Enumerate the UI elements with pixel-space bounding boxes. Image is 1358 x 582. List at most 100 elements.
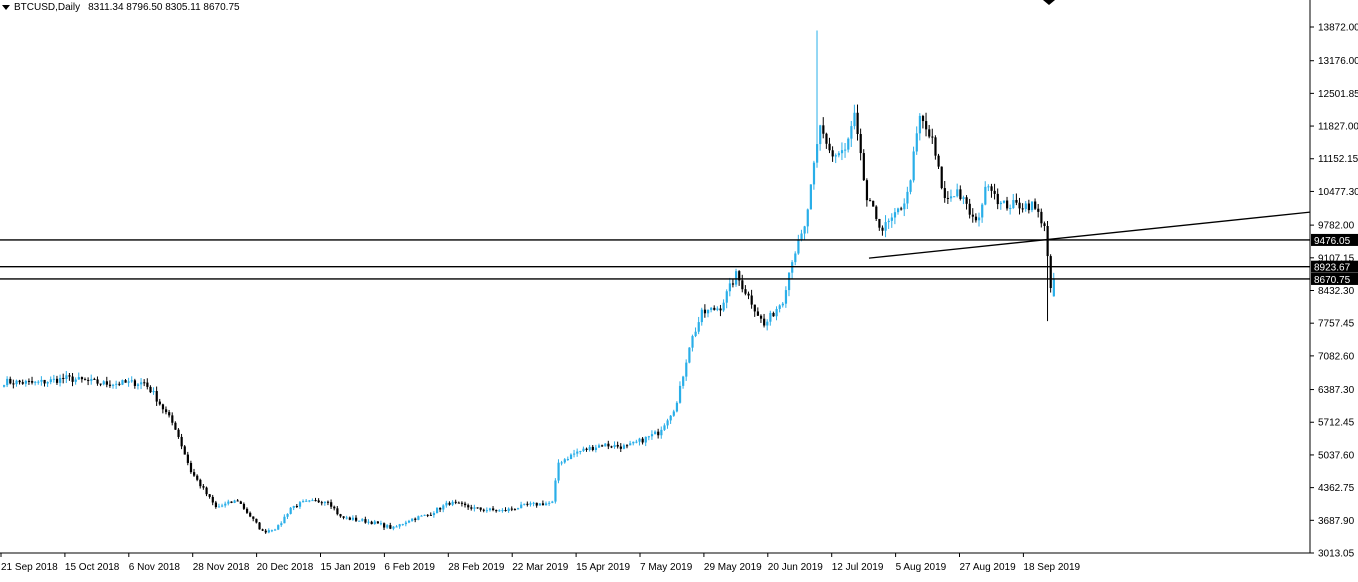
candle-body	[102, 381, 105, 385]
candle	[383, 522, 386, 531]
candle	[803, 225, 806, 241]
candle-body	[404, 522, 408, 525]
candle	[193, 468, 196, 477]
candle	[725, 289, 728, 309]
candle-body	[825, 133, 828, 144]
candle	[1043, 221, 1046, 232]
candle	[168, 409, 171, 418]
candle	[601, 444, 604, 448]
y-tick-label: 6387.30	[1318, 385, 1355, 396]
candle-body	[706, 309, 710, 314]
candle-body	[937, 155, 940, 167]
candle	[333, 505, 336, 511]
candle-body	[703, 309, 707, 314]
candle	[261, 528, 264, 532]
x-tick-label: 7 May 2019	[640, 562, 693, 573]
candle-body	[981, 204, 984, 218]
candle-body	[953, 196, 956, 198]
candle-body	[1046, 226, 1049, 257]
candle	[311, 498, 314, 502]
candle-body	[638, 438, 641, 442]
candle-body	[40, 379, 43, 382]
candle	[744, 285, 747, 296]
candle	[1012, 193, 1015, 210]
candle-body	[675, 402, 679, 412]
candle-body	[897, 208, 900, 213]
candle	[217, 503, 221, 508]
candle	[90, 374, 93, 385]
candle	[1018, 197, 1021, 215]
price-level-label: 8923.67	[1314, 263, 1351, 274]
candle-body	[812, 162, 816, 185]
candle	[323, 501, 327, 506]
candle	[314, 497, 317, 502]
candle	[538, 503, 541, 506]
candle	[666, 418, 669, 429]
candle-body	[763, 318, 766, 326]
candle	[199, 478, 202, 489]
candle	[9, 376, 12, 385]
candles-layer	[3, 30, 1055, 534]
candle-body	[925, 121, 928, 130]
y-tick-label: 11827.00	[1318, 122, 1358, 133]
candle-body	[878, 218, 881, 228]
candle-body	[526, 503, 529, 505]
candle	[990, 183, 993, 198]
candle	[27, 378, 31, 385]
candle	[928, 124, 931, 139]
candle	[632, 441, 635, 446]
candle	[177, 428, 180, 439]
candle	[526, 501, 529, 507]
candle-body	[647, 436, 651, 438]
candle	[1009, 204, 1012, 215]
candle	[968, 198, 971, 219]
candle-body	[778, 305, 781, 309]
y-tick-label: 4362.75	[1318, 483, 1355, 494]
candle	[339, 513, 342, 518]
candle	[1027, 199, 1031, 214]
candle	[152, 387, 155, 395]
candle	[685, 359, 688, 381]
candle-body	[921, 115, 925, 122]
candle	[40, 376, 43, 386]
candle	[516, 507, 520, 510]
candle-body	[124, 380, 127, 383]
candle-body	[358, 520, 361, 522]
candle-body	[859, 134, 862, 154]
candle-body	[289, 507, 292, 514]
candle	[364, 516, 367, 524]
candle-body	[277, 525, 280, 530]
candle-body	[112, 384, 115, 386]
candle-body	[691, 336, 694, 348]
candle-body	[504, 510, 507, 512]
candle	[239, 500, 242, 504]
candle	[940, 166, 943, 190]
candle-body	[828, 143, 831, 151]
candle	[682, 375, 685, 389]
candle-body	[485, 510, 489, 512]
candle-body	[850, 126, 853, 139]
candle-body	[794, 253, 797, 263]
candle-body	[46, 382, 49, 384]
candle-body	[43, 379, 46, 384]
candle	[108, 380, 112, 388]
candle	[127, 377, 130, 387]
candle-body	[1006, 200, 1009, 209]
candle-body	[654, 431, 657, 435]
candle-body	[548, 502, 551, 504]
symbol-dropdown-icon[interactable]	[2, 5, 10, 10]
candle	[900, 206, 903, 211]
candle-body	[837, 153, 841, 156]
candle	[249, 511, 252, 518]
candle	[946, 191, 950, 204]
candle	[77, 372, 80, 380]
candle	[722, 299, 725, 312]
price-level-label: 9476.05	[1314, 236, 1351, 247]
candle-body	[395, 526, 398, 528]
candle-body	[993, 190, 996, 194]
candle-body	[516, 508, 520, 510]
candle	[308, 500, 311, 503]
candle-body	[597, 445, 601, 448]
